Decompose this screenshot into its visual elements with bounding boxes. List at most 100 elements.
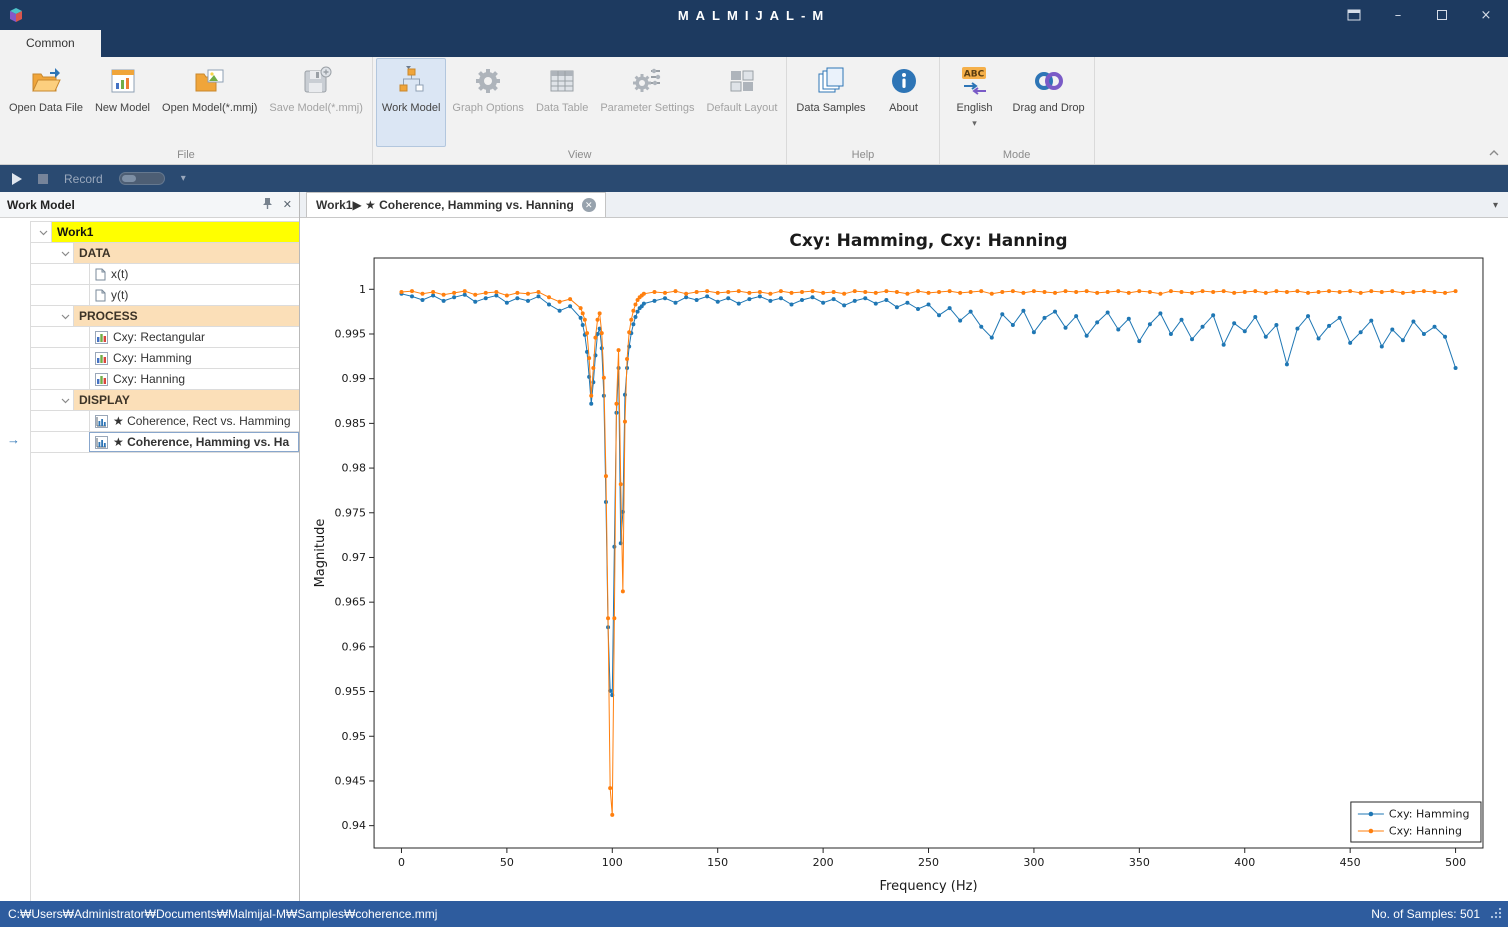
group-label: Help bbox=[851, 149, 875, 161]
svg-text:250: 250 bbox=[918, 856, 939, 869]
tree-item-work1[interactable]: Work1 bbox=[31, 222, 299, 243]
ribbon: Open Data File New Model Open Model(*.mm… bbox=[0, 57, 1508, 165]
drag-and-drop-button[interactable]: Drag and Drop bbox=[1007, 58, 1091, 147]
data-samples-button[interactable]: Data Samples bbox=[790, 58, 871, 147]
new-model-button[interactable]: New Model bbox=[89, 58, 156, 147]
document-tab[interactable]: Work1▶ ★ Coherence, Hamming vs. Hanning … bbox=[306, 192, 606, 217]
resize-grip[interactable] bbox=[1490, 907, 1502, 922]
open-model-button[interactable]: Open Model(*.mmj) bbox=[156, 58, 263, 147]
documents-icon bbox=[815, 65, 847, 97]
close-panel-icon[interactable]: ✕ bbox=[282, 199, 292, 211]
chevron-down-icon[interactable] bbox=[57, 243, 73, 263]
panel-title: Work Model bbox=[7, 197, 75, 212]
tree-item-xt[interactable]: x(t) bbox=[31, 264, 299, 285]
tree-item-label: Work1 bbox=[57, 225, 94, 239]
group-label: Mode bbox=[1002, 149, 1031, 161]
tree-item-label: PROCESS bbox=[79, 309, 138, 323]
chevron-down-icon[interactable] bbox=[57, 390, 73, 410]
ribbon-group-mode: ABC English ▾ Drag and Drop Mode bbox=[940, 57, 1095, 164]
tree-item-data[interactable]: DATA bbox=[31, 243, 299, 264]
tree-item-display[interactable]: DISPLAY bbox=[31, 390, 299, 411]
svg-text:Cxy: Hamming, Cxy: Hanning: Cxy: Hamming, Cxy: Hanning bbox=[789, 231, 1067, 251]
tab-list-dropdown-icon[interactable]: ▾ bbox=[1492, 200, 1498, 211]
titlebar: MALMIJAL-M – × bbox=[0, 0, 1508, 30]
process-chart-icon bbox=[95, 330, 108, 344]
about-button[interactable]: About bbox=[872, 58, 936, 147]
save-model-button[interactable]: Save Model(*.mmj) bbox=[263, 58, 369, 147]
tab-close-icon[interactable]: ✕ bbox=[581, 198, 596, 212]
graph-options-button[interactable]: Graph Options bbox=[446, 58, 530, 147]
maximize-button[interactable] bbox=[1420, 0, 1464, 30]
svg-text:300: 300 bbox=[1023, 856, 1044, 869]
button-label: Data Table bbox=[535, 102, 589, 114]
button-label: Drag and Drop bbox=[1012, 102, 1085, 114]
play-button[interactable] bbox=[12, 172, 22, 185]
window-title: MALMIJAL-M bbox=[677, 7, 831, 23]
minimize-button[interactable]: – bbox=[1394, 7, 1402, 23]
button-label: New Model bbox=[94, 102, 151, 114]
ribbon-display-options-icon[interactable] bbox=[1332, 0, 1376, 30]
gear-icon bbox=[472, 65, 504, 97]
statusbar: C:₩Users₩Administrator₩Documents₩Malmija… bbox=[0, 901, 1508, 927]
chevron-down-icon[interactable] bbox=[35, 222, 51, 242]
tree-item-process[interactable]: PROCESS bbox=[31, 306, 299, 327]
svg-text:0.995: 0.995 bbox=[335, 327, 367, 340]
tree-item-label: y(t) bbox=[111, 288, 129, 302]
coherence-chart[interactable]: 0.94 0.945 0.95 0.955 0.96 0.965 0.97 0.975 0.98… bbox=[300, 218, 1508, 901]
work-model-button[interactable]: Work Model bbox=[375, 58, 447, 147]
ribbon-tab-common[interactable]: Common bbox=[0, 30, 101, 57]
svg-text:350: 350 bbox=[1129, 856, 1150, 869]
parameter-settings-button[interactable]: Parameter Settings bbox=[594, 58, 700, 147]
tree-item-label: x(t) bbox=[111, 267, 129, 281]
info-icon bbox=[888, 65, 920, 97]
panel-header: Work Model ✕ bbox=[0, 192, 299, 218]
svg-text:ABC: ABC bbox=[963, 70, 984, 80]
document-icon bbox=[95, 268, 106, 281]
svg-text:0: 0 bbox=[398, 856, 405, 869]
collapse-ribbon-icon[interactable] bbox=[1488, 146, 1500, 160]
tree-item-label: DISPLAY bbox=[79, 393, 130, 407]
display-chart-icon bbox=[95, 435, 108, 449]
process-chart-icon bbox=[95, 372, 108, 386]
ribbon-tabrow: Common bbox=[0, 30, 1508, 57]
close-button[interactable]: × bbox=[1480, 7, 1492, 23]
svg-text:Frequency (Hz): Frequency (Hz) bbox=[879, 879, 977, 894]
svg-text:0.985: 0.985 bbox=[335, 417, 367, 430]
work-model-icon bbox=[395, 65, 427, 97]
pin-icon[interactable] bbox=[262, 197, 273, 213]
layout-icon bbox=[726, 65, 758, 97]
tree-item-label: DATA bbox=[79, 246, 111, 260]
button-label: Open Model(*.mmj) bbox=[162, 102, 258, 114]
svg-text:100: 100 bbox=[602, 856, 623, 869]
record-options-dropdown-icon[interactable]: ▾ bbox=[180, 173, 186, 184]
tree-item-coherence-hamming-vs-hanning[interactable]: ★ Coherence, Hamming vs. Ha bbox=[31, 432, 299, 453]
tree-item-cxy-hamming[interactable]: Cxy: Hamming bbox=[31, 348, 299, 369]
svg-text:0.96: 0.96 bbox=[342, 640, 367, 653]
button-label: Default Layout bbox=[706, 102, 778, 114]
tree-item-label: ★ Coherence, Hamming vs. Ha bbox=[113, 435, 290, 449]
svg-text:Cxy: Hanning: Cxy: Hanning bbox=[1389, 825, 1462, 838]
tree-item-label: Cxy: Hanning bbox=[113, 372, 186, 386]
new-model-icon bbox=[107, 65, 139, 97]
tree-item-cxy-rectangular[interactable]: Cxy: Rectangular bbox=[31, 327, 299, 348]
document-tabbar: Work1▶ ★ Coherence, Hamming vs. Hanning … bbox=[300, 192, 1508, 218]
data-table-button[interactable]: Data Table bbox=[530, 58, 594, 147]
chart-pane: 0.94 0.945 0.95 0.955 0.96 0.965 0.97 0.975 0.98… bbox=[300, 218, 1508, 901]
svg-text:450: 450 bbox=[1340, 856, 1361, 869]
chevron-down-icon[interactable] bbox=[57, 306, 73, 326]
stop-button[interactable] bbox=[38, 173, 48, 184]
record-label: Record bbox=[64, 171, 103, 186]
drag-drop-icon bbox=[1033, 65, 1065, 97]
open-data-file-button[interactable]: Open Data File bbox=[3, 58, 89, 147]
record-toggle[interactable] bbox=[118, 172, 165, 185]
tree-item-cxy-hanning[interactable]: Cxy: Hanning bbox=[31, 369, 299, 390]
ribbon-group-view: Work Model Graph Options Data Table bbox=[373, 57, 788, 164]
tree-item-coherence-rect-vs-hamming[interactable]: ★ Coherence, Rect vs. Hamming bbox=[31, 411, 299, 432]
language-button[interactable]: ABC English ▾ bbox=[943, 58, 1007, 147]
model-tree: Work1 DATA x(t) bbox=[30, 221, 299, 901]
default-layout-button[interactable]: Default Layout bbox=[700, 58, 783, 147]
app-logo-icon bbox=[8, 7, 24, 23]
tree-item-yt[interactable]: y(t) bbox=[31, 285, 299, 306]
svg-text:0.975: 0.975 bbox=[335, 506, 367, 519]
